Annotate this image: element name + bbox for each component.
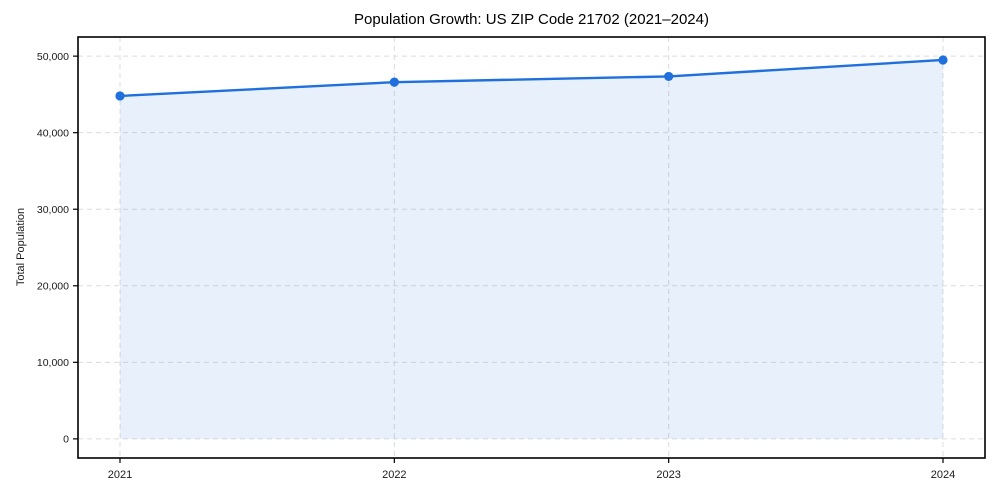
y-tick-label: 20,000 bbox=[37, 280, 69, 292]
data-point-marker bbox=[115, 91, 125, 101]
x-tick-label: 2022 bbox=[382, 469, 406, 481]
y-tick-label: 10,000 bbox=[37, 357, 69, 369]
y-tick-label: 30,000 bbox=[37, 204, 69, 216]
x-tick-label: 2024 bbox=[931, 469, 955, 481]
area-fill bbox=[120, 59, 943, 439]
y-tick-label: 0 bbox=[63, 434, 69, 446]
chart-title: Population Growth: US ZIP Code 21702 (20… bbox=[354, 11, 709, 28]
x-tick-label: 2023 bbox=[656, 469, 680, 481]
trend-line bbox=[118, 58, 945, 98]
y-tick-label: 40,000 bbox=[37, 127, 69, 139]
data-point-marker bbox=[389, 77, 399, 87]
data-point-marker bbox=[938, 55, 948, 65]
x-tick-label: 2021 bbox=[108, 469, 132, 481]
plot-frame bbox=[77, 36, 986, 459]
data-point-marker bbox=[664, 71, 674, 82]
y-tick-label: 50,000 bbox=[37, 51, 69, 63]
